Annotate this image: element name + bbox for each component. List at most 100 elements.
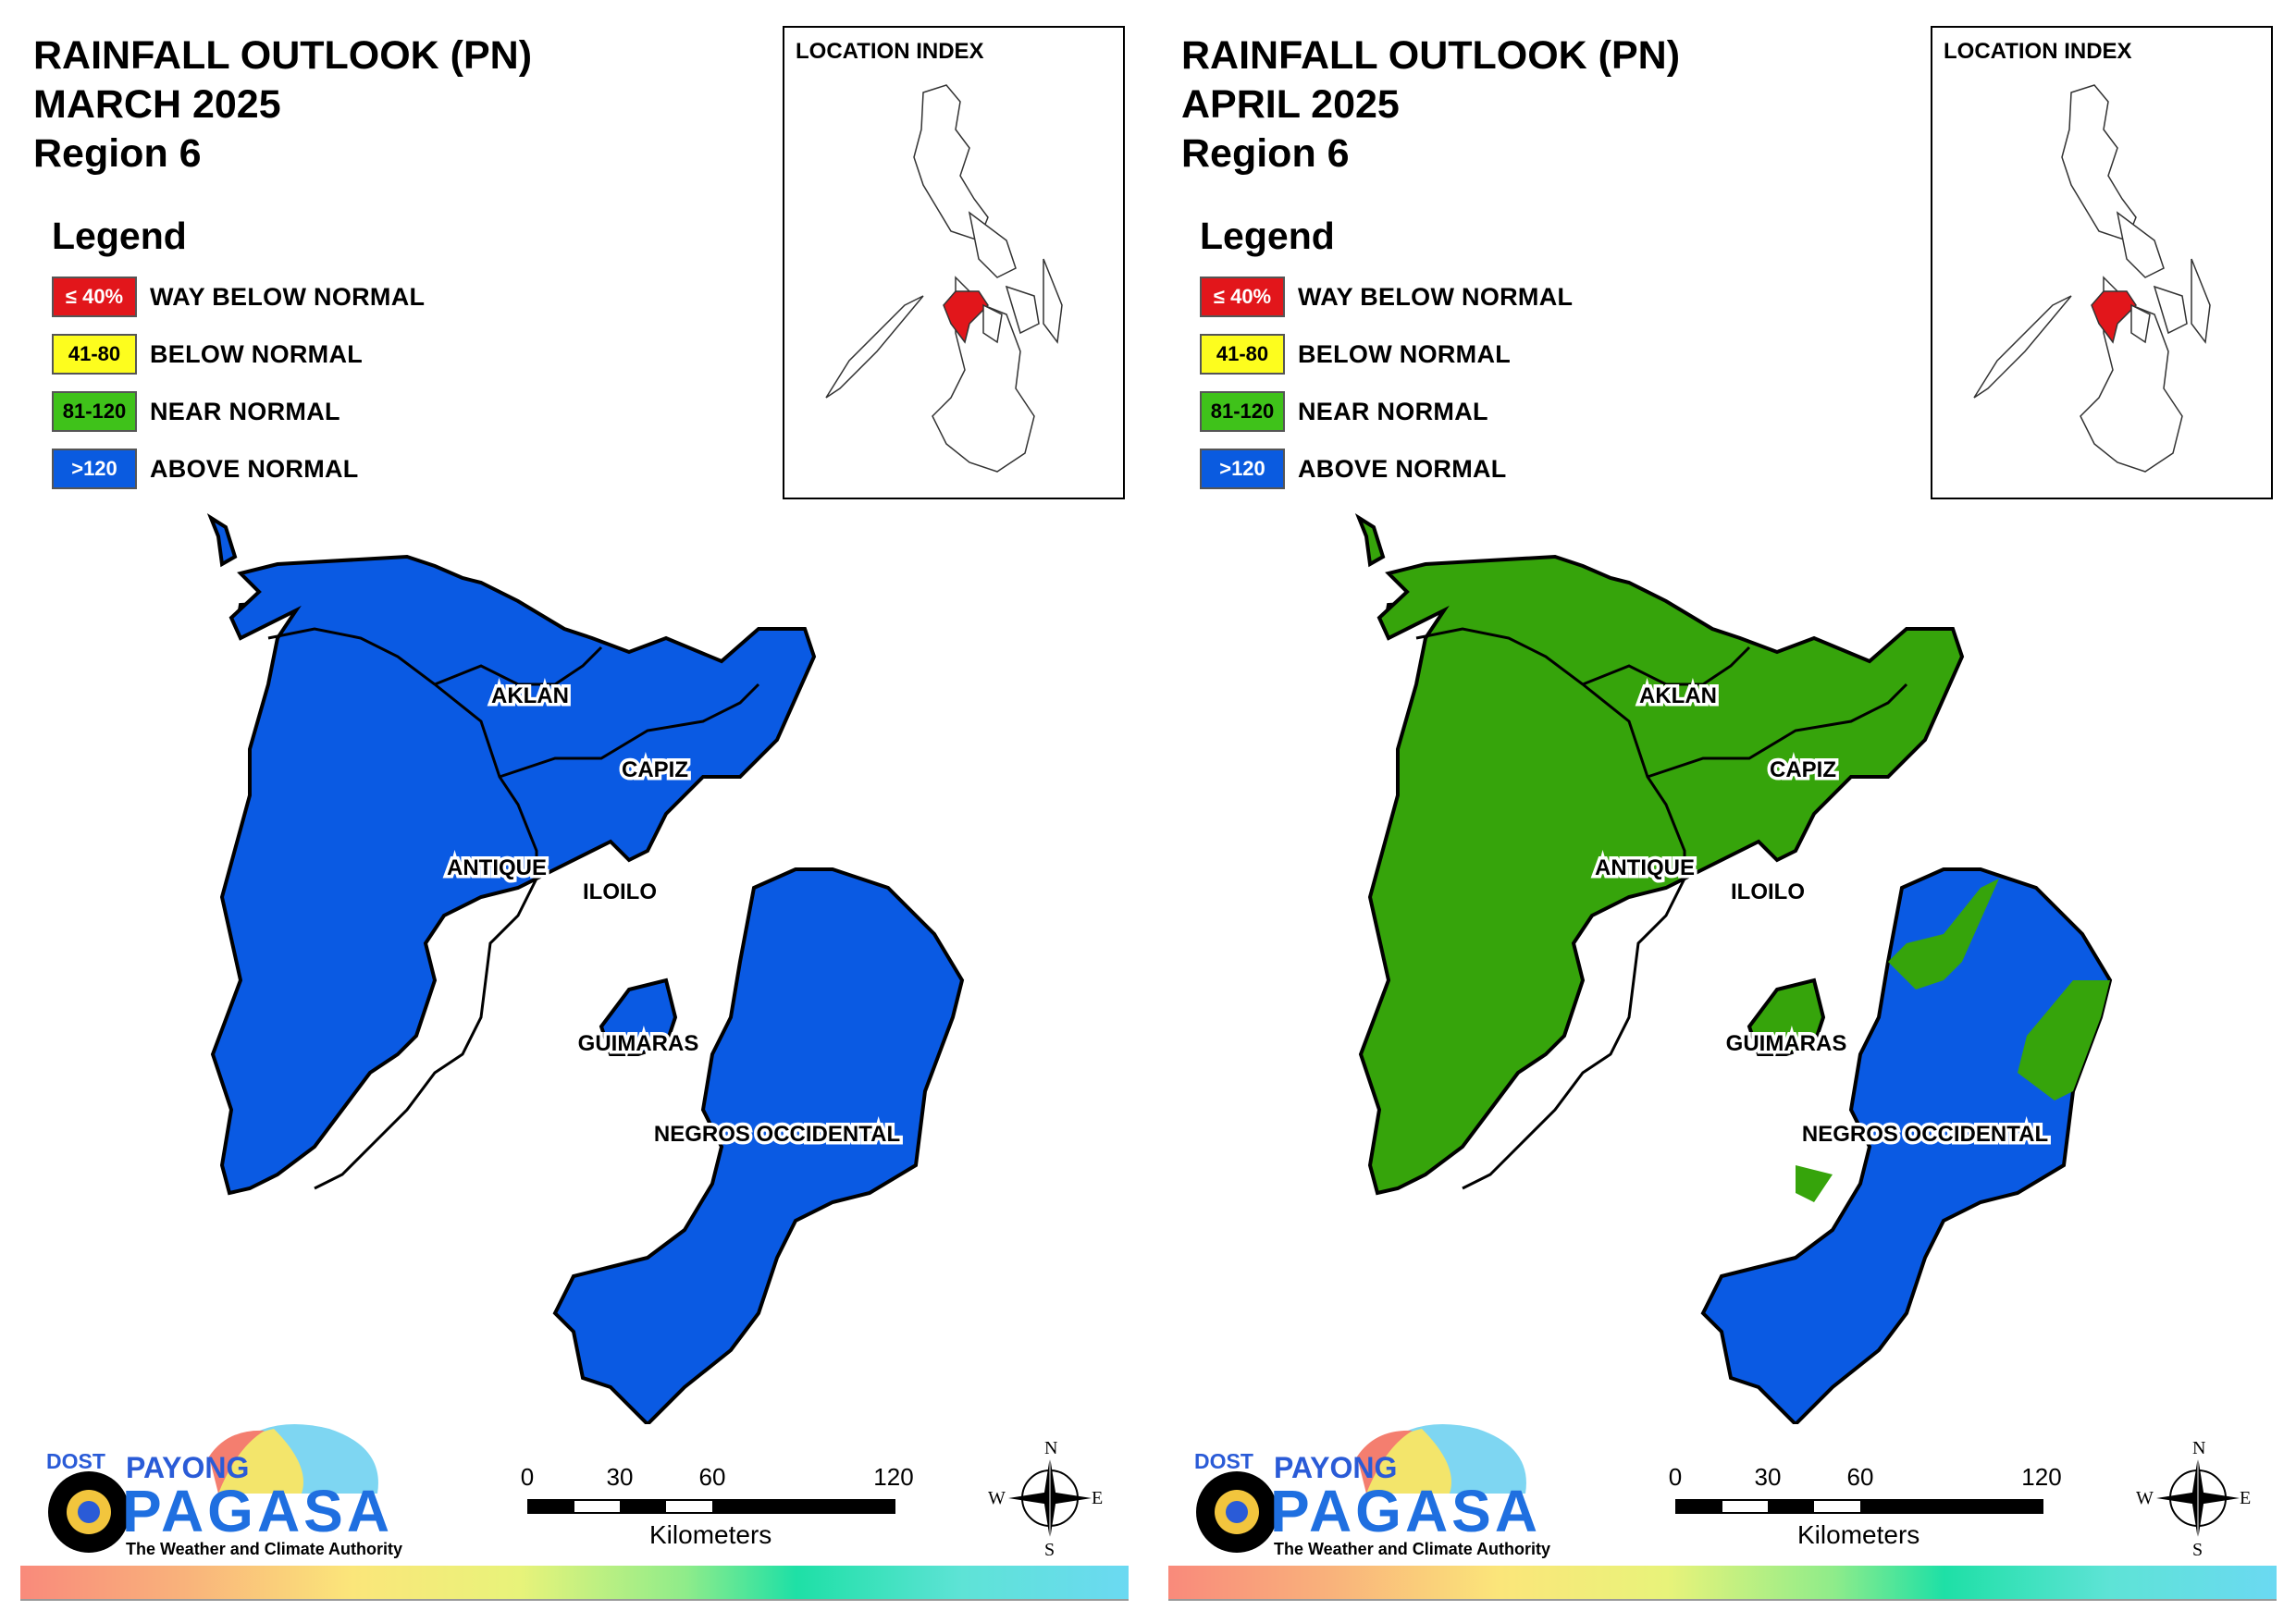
title-line-3: Region 6 (33, 131, 202, 176)
island-small (206, 513, 238, 568)
compass-rose-icon (1008, 1457, 1092, 1540)
negros-occidental (552, 867, 965, 1424)
panay-island (1358, 554, 1965, 1196)
legend-label: NEAR NORMAL (1298, 397, 1488, 425)
footer-gradient-bar (20, 1566, 1129, 1599)
inset-title: LOCATION INDEX (796, 39, 984, 64)
legend-swatch: >120 (52, 449, 137, 489)
scale-bar: 0 30 60 120 Kilometers (521, 1463, 916, 1555)
compass-w: W (988, 1488, 1006, 1508)
legend: Legend ≤ 40% WAY BELOW NORMAL 41-80 BELO… (52, 215, 425, 504)
legend-label: NEAR NORMAL (150, 397, 340, 425)
province-label-guimaras: GUIMARAS (578, 1031, 699, 1056)
location-index-inset: LOCATION INDEX (1931, 26, 2273, 499)
pagasa-logo: DOST PAYONG PAGASA The Weather and Clima… (1181, 1392, 1550, 1558)
tagline: The Weather and Climate Authority (1274, 1540, 1551, 1558)
legend-heading: Legend (52, 215, 187, 257)
pagasa-logo: DOST PAYONG PAGASA The Weather and Clima… (33, 1392, 402, 1558)
title-line-1: RAINFALL OUTLOOK (PN) (1181, 33, 1681, 78)
province-label-aklan: AKLAN (1639, 683, 1717, 708)
antique-boundary (1415, 627, 1686, 1190)
scale-tick: 60 (1846, 1463, 1874, 1491)
scale-unit: Kilometers (1797, 1520, 1920, 1549)
province-label-antique: ANTIQUE (1595, 855, 1695, 880)
province-label-antique: ANTIQUE (447, 855, 547, 880)
tagline: The Weather and Climate Authority (126, 1540, 403, 1558)
guimaras (1747, 977, 1826, 1056)
near-normal-zone (1796, 1165, 1833, 1202)
north-arrow: N E S W (2136, 1438, 2251, 1560)
legend-label: WAY BELOW NORMAL (150, 282, 426, 311)
dost-text: DOST (46, 1449, 105, 1473)
scale-tick: 0 (1668, 1463, 1683, 1491)
scale-tick: 120 (2021, 1463, 2062, 1491)
legend-heading: Legend (1200, 215, 1335, 257)
legend-item-below-normal: 41-80 BELOW NORMAL (52, 332, 425, 376)
payong-text: PAYONG (126, 1451, 250, 1484)
legend-swatch: 41-80 (52, 334, 137, 375)
legend-item-way-below-normal: ≤ 40% WAY BELOW NORMAL (1200, 275, 1573, 319)
scale-tick: 30 (606, 1463, 634, 1491)
legend: Legend ≤ 40% WAY BELOW NORMAL 41-80 BELO… (1200, 215, 1573, 504)
legend-item-above-normal: >120 ABOVE NORMAL (1200, 447, 1573, 491)
footer-line (1168, 1599, 2277, 1601)
legend-label: ABOVE NORMAL (1298, 454, 1507, 483)
compass-s: S (2192, 1540, 2203, 1560)
capiz-iloilo-boundary (499, 682, 760, 779)
umbrella-icon (48, 1424, 378, 1553)
inset-title: LOCATION INDEX (1944, 39, 2132, 64)
legend-label: ABOVE NORMAL (150, 454, 359, 483)
antique-boundary (267, 627, 538, 1190)
legend-label: BELOW NORMAL (150, 339, 364, 368)
panay-island (210, 554, 817, 1196)
legend-label: WAY BELOW NORMAL (1298, 282, 1574, 311)
province-label-negros-occidental: NEGROS OCCIDENTAL (1802, 1122, 2048, 1147)
compass-s: S (1044, 1540, 1055, 1560)
province-label-guimaras: GUIMARAS (1726, 1031, 1847, 1056)
legend-swatch: 81-120 (1200, 391, 1285, 432)
legend-item-near-normal: 81-120 NEAR NORMAL (52, 389, 425, 434)
scale-bar-graphic (527, 1499, 895, 1514)
capiz-iloilo-boundary (1647, 682, 1908, 779)
footer-gradient-bar (1168, 1566, 2277, 1599)
negros-occidental (1700, 867, 2113, 1424)
legend-swatch: 81-120 (52, 391, 137, 432)
scale-bar-graphic (1675, 1499, 2043, 1514)
province-label-capiz: CAPIZ (622, 757, 688, 782)
legend-swatch: 41-80 (1200, 334, 1285, 375)
payong-text: PAYONG (1274, 1451, 1398, 1484)
map-title: RAINFALL OUTLOOK (PN) MARCH 2025 Region … (33, 31, 532, 178)
scale-bar: 0 30 60 120 Kilometers (1669, 1463, 2064, 1555)
legend-item-below-normal: 41-80 BELOW NORMAL (1200, 332, 1573, 376)
scale-tick: 60 (698, 1463, 726, 1491)
legend-swatch: ≤ 40% (1200, 277, 1285, 317)
scale-unit: Kilometers (649, 1520, 772, 1549)
island-small (1354, 513, 1386, 568)
title-line-2: MARCH 2025 (33, 82, 281, 127)
pagasa-text: PAGASA (122, 1478, 394, 1544)
region-6-map: AKLAN CAPIZ ANTIQUE ILOILO GUIMARAS NEGR… (206, 513, 965, 1424)
compass-n: N (1044, 1438, 1058, 1458)
map-panel-march: RAINFALL OUTLOOK (PN) MARCH 2025 Region … (20, 26, 1129, 1601)
title-line-3: Region 6 (1181, 131, 1350, 176)
location-index-inset: LOCATION INDEX (783, 26, 1125, 499)
scale-tick: 120 (873, 1463, 914, 1491)
province-label-capiz: CAPIZ (1770, 757, 1836, 782)
province-label-iloilo: ILOILO (1731, 879, 1805, 904)
province-label-iloilo: ILOILO (583, 879, 657, 904)
legend-label: BELOW NORMAL (1298, 339, 1512, 368)
umbrella-icon (1196, 1424, 1526, 1553)
guimaras (599, 977, 678, 1056)
region-6-highlight (943, 290, 989, 344)
aklan-capiz-boundary (434, 646, 603, 686)
legend-item-way-below-normal: ≤ 40% WAY BELOW NORMAL (52, 275, 425, 319)
compass-w: W (2136, 1488, 2154, 1508)
region-6-map: AKLAN CAPIZ ANTIQUE ILOILO GUIMARAS NEGR… (1354, 513, 2113, 1424)
dost-text: DOST (1194, 1449, 1253, 1473)
compass-rose-icon (2156, 1457, 2240, 1540)
aklan-capiz-boundary (1582, 646, 1751, 686)
province-label-negros-occidental: NEGROS OCCIDENTAL (654, 1122, 900, 1147)
legend-swatch: ≤ 40% (52, 277, 137, 317)
province-label-aklan: AKLAN (491, 683, 569, 708)
philippines-outline-map (825, 84, 1063, 473)
